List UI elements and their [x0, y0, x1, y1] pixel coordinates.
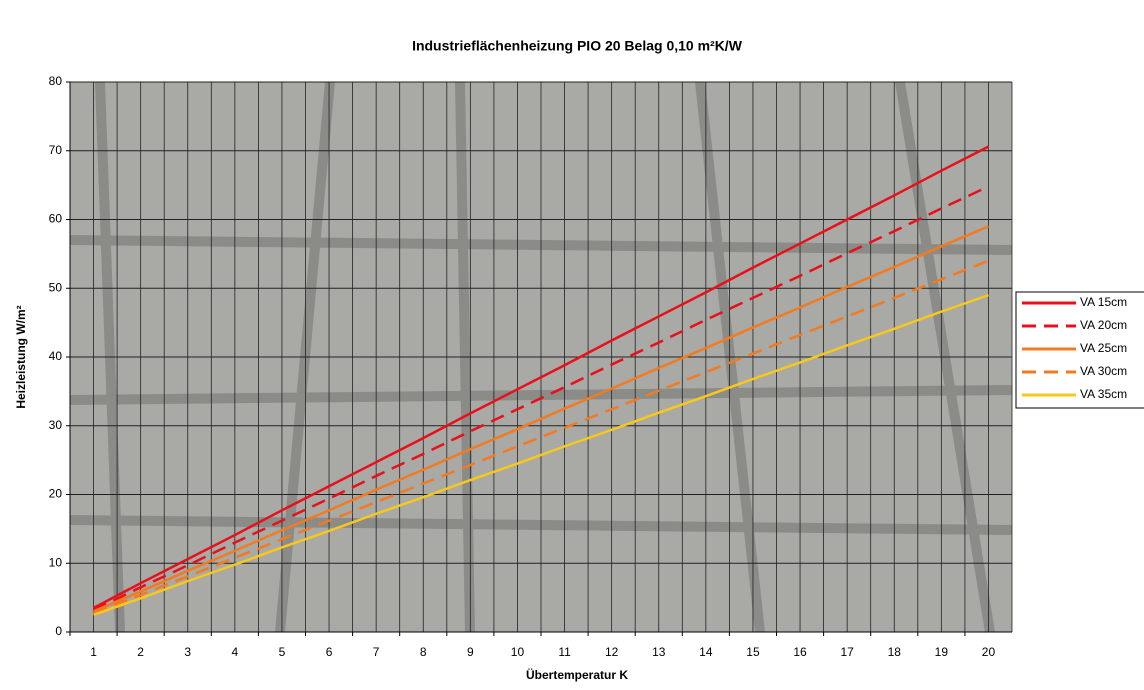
x-tick-label: 16	[793, 645, 807, 659]
x-tick-label: 4	[232, 645, 239, 659]
y-tick-label: 50	[49, 280, 63, 294]
x-tick-label: 12	[605, 645, 619, 659]
x-tick-label: 10	[511, 645, 525, 659]
y-tick-label: 20	[49, 487, 63, 501]
y-tick-label: 60	[49, 212, 63, 226]
y-tick-label: 70	[49, 143, 63, 157]
x-tick-label: 8	[420, 645, 427, 659]
series-line	[93, 259, 989, 615]
x-tick-label: 7	[373, 645, 380, 659]
y-tick-label: 30	[49, 418, 63, 432]
legend-label: VA 15cm	[1080, 295, 1127, 309]
x-tick-label: 14	[699, 645, 713, 659]
x-axis-label: Übertemperatur K	[526, 667, 628, 682]
x-tick-label: 20	[982, 645, 996, 659]
x-tick-label: 17	[840, 645, 854, 659]
series-line	[93, 185, 989, 612]
x-tick-label: 5	[279, 645, 286, 659]
y-axis-label: Heizleistung W/m²	[14, 305, 28, 408]
series-line	[93, 293, 989, 616]
legend-label: VA 20cm	[1080, 318, 1127, 332]
x-tick-label: 15	[746, 645, 760, 659]
legend-label: VA 30cm	[1080, 364, 1127, 378]
x-tick-label: 1	[90, 645, 97, 659]
series-line	[93, 225, 989, 613]
y-tick-label: 10	[49, 555, 63, 569]
x-tick-label: 3	[184, 645, 191, 659]
y-tick-label: 40	[49, 349, 63, 363]
x-tick-label: 13	[652, 645, 666, 659]
x-tick-label: 2	[137, 645, 144, 659]
x-tick-label: 18	[888, 645, 902, 659]
x-tick-label: 6	[326, 645, 333, 659]
series-line	[92, 145, 990, 610]
chart-title: Industrieflächenheizung PIO 20 Belag 0,1…	[412, 38, 743, 54]
legend-label: VA 35cm	[1080, 387, 1127, 401]
y-tick-label: 0	[55, 624, 62, 638]
legend-label: VA 25cm	[1080, 341, 1127, 355]
x-tick-label: 9	[467, 645, 474, 659]
x-tick-label: 19	[935, 645, 949, 659]
x-tick-label: 11	[558, 645, 571, 659]
y-tick-label: 80	[49, 74, 63, 88]
